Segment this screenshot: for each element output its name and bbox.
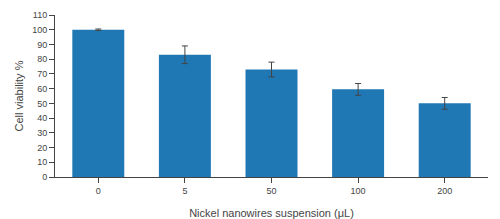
- svg-text:0: 0: [42, 172, 47, 182]
- svg-text:100: 100: [351, 186, 366, 196]
- svg-text:5: 5: [182, 186, 187, 196]
- svg-text:40: 40: [37, 113, 47, 123]
- svg-text:100: 100: [32, 25, 47, 35]
- svg-text:60: 60: [37, 84, 47, 94]
- svg-text:0: 0: [96, 186, 101, 196]
- svg-text:Nickel nanowires suspension (μ: Nickel nanowires suspension (μL): [189, 207, 354, 219]
- svg-text:Cell viability %: Cell viability %: [13, 60, 25, 131]
- svg-text:110: 110: [33, 10, 47, 20]
- svg-text:30: 30: [37, 128, 47, 138]
- svg-text:50: 50: [37, 99, 47, 109]
- svg-text:80: 80: [37, 54, 47, 64]
- svg-text:90: 90: [37, 40, 47, 50]
- svg-text:50: 50: [266, 186, 276, 196]
- svg-text:200: 200: [437, 186, 452, 196]
- svg-text:20: 20: [37, 143, 47, 153]
- svg-text:70: 70: [37, 69, 47, 79]
- svg-text:10: 10: [37, 157, 47, 167]
